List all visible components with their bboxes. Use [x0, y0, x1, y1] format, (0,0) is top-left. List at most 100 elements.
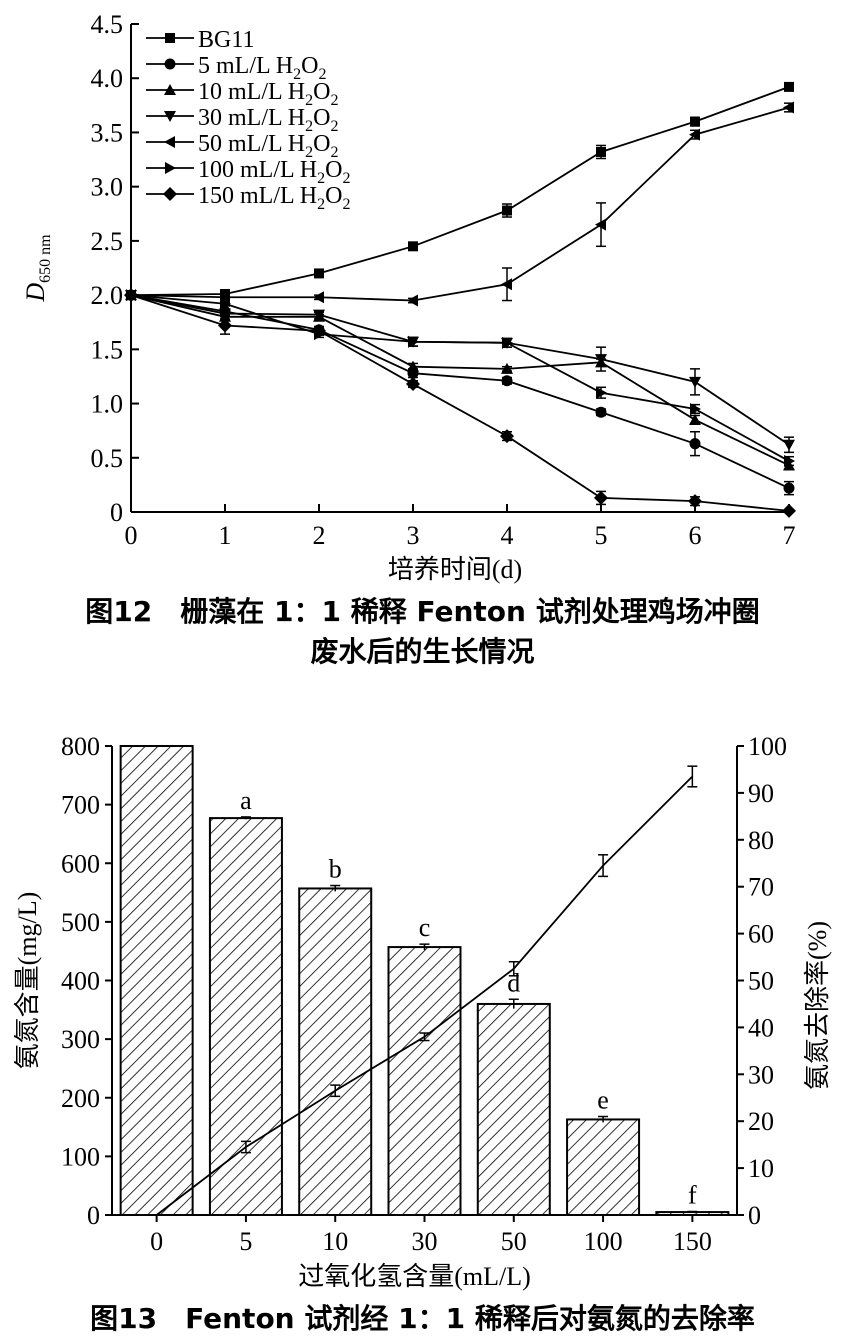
data-point: [218, 318, 232, 333]
data-point: [314, 268, 324, 279]
x-tick-label: 10: [322, 1227, 348, 1256]
x-axis-label: 培养时间(d): [388, 555, 522, 584]
x-tick-label: 30: [412, 1227, 438, 1256]
y2-tick-label: 100: [748, 732, 787, 761]
y-tick-label: 4.0: [91, 64, 124, 93]
bar: [208, 817, 283, 1216]
legend-label: BG11: [198, 27, 254, 53]
bar-significance-label: c: [419, 913, 431, 942]
data-point: [219, 291, 230, 304]
x-tick-label: 5: [239, 1227, 252, 1256]
data-point: [408, 241, 418, 252]
figure-12-caption-line1: 图12 栅藻在 1：1 稀释 Fenton 试剂处理鸡场冲圈: [85, 595, 760, 628]
data-point: [688, 494, 702, 509]
data-point: [596, 386, 607, 399]
data-point: [782, 503, 796, 518]
legend-label: 30 mL/L H2O2: [198, 105, 338, 135]
data-point: [595, 406, 607, 418]
data-point: [783, 101, 794, 114]
bar: [387, 946, 462, 1216]
x-tick-label: 3: [407, 521, 420, 550]
y-tick-label: 300: [61, 1025, 100, 1054]
y-tick-label: 2.5: [91, 227, 124, 256]
series-0: [126, 81, 794, 301]
data-point: [502, 336, 513, 349]
data-point: [406, 377, 420, 392]
y-tick-label: 0: [87, 1201, 100, 1230]
series-line: [130, 106, 790, 302]
series-line: [130, 294, 790, 467]
figure-13-caption: 图13 Fenton 试剂经 1：1 稀释后对氨氮的去除率: [90, 1302, 755, 1335]
bar-significance-label: a: [240, 786, 252, 815]
y-tick-label: 3.5: [91, 118, 124, 147]
data-point: [501, 375, 513, 387]
x-tick-label: 2: [313, 521, 326, 550]
x-tick-label: 50: [501, 1227, 527, 1256]
bar: [476, 1002, 551, 1217]
y2-tick-label: 40: [748, 1013, 774, 1042]
data-point: [784, 455, 795, 468]
y2-tick-label: 10: [748, 1154, 774, 1183]
y2-tick-label: 80: [748, 826, 774, 855]
y-tick-label: 600: [61, 849, 100, 878]
legend-marker: [164, 136, 175, 148]
y-tick-label: 500: [61, 908, 100, 937]
bar: [566, 1118, 641, 1217]
figure-12-caption-line2: 废水后的生长情况: [310, 635, 535, 668]
y-tick-label: 1.5: [91, 335, 124, 364]
y-tick-label: 0.5: [91, 444, 124, 473]
y-axis-label: 氨氮含量(mg/L): [13, 892, 42, 1070]
data-point: [501, 278, 512, 291]
x-tick-label: 5: [595, 521, 608, 550]
data-point: [596, 146, 606, 157]
y2-axis-label: 氨氮去除率(%): [803, 921, 832, 1090]
y2-tick-label: 70: [748, 873, 774, 902]
data-point: [502, 205, 512, 216]
legend-marker: [164, 58, 176, 70]
data-point: [500, 429, 514, 444]
y-tick-label: 0: [110, 498, 123, 527]
y-tick-label: 2.0: [91, 281, 124, 310]
data-point: [595, 218, 606, 231]
legend-label: 50 mL/L H2O2: [198, 131, 338, 161]
data-point: [690, 116, 700, 127]
data-point: [220, 297, 231, 310]
y2-tick-label: 0: [748, 1201, 761, 1230]
bar: [298, 887, 373, 1216]
legend-marker: [164, 111, 176, 122]
data-point: [689, 128, 700, 141]
bar-significance-label: e: [597, 1086, 609, 1115]
y2-tick-label: 90: [748, 779, 774, 808]
data-point: [594, 490, 608, 505]
growth-line-chart: 0 0.5 1.0 1.5 2.0 2.5 3.0 3.5 4.0 4.5 0 1 2 3 4 5 6 7 培养时间…: [21, 10, 796, 584]
data-point: [408, 335, 419, 348]
legend-marker: [165, 33, 175, 43]
y2-tick-label: 60: [748, 920, 774, 949]
y2-tick-label: 50: [748, 967, 774, 996]
y-tick-label: 200: [61, 1084, 100, 1113]
y-tick-label: 3.0: [91, 173, 124, 202]
data-point: [595, 354, 607, 366]
x-tick-label: 7: [783, 521, 796, 550]
data-point: [689, 438, 701, 450]
data-point: [783, 439, 795, 451]
y-tick-label: 800: [61, 732, 100, 761]
data-point: [689, 376, 701, 388]
y-axis-label: D650 nm: [21, 234, 54, 303]
y-tick-label: 4.5: [91, 10, 124, 39]
legend-marker: [164, 84, 176, 95]
bar: [119, 745, 194, 1216]
y-tick-label: 400: [61, 967, 100, 996]
series-line: [130, 294, 790, 512]
data-point: [313, 291, 324, 304]
y2-tick-label: 30: [748, 1060, 774, 1089]
legend-marker: [163, 187, 177, 201]
y-tick-label: 100: [61, 1142, 100, 1171]
data-point: [783, 482, 795, 494]
x-axis-label: 过氧化氢含量(mL/L): [298, 1262, 531, 1291]
data-point: [784, 81, 794, 92]
legend-label: 10 mL/L H2O2: [198, 79, 338, 109]
series-line: [130, 86, 790, 297]
data-point: [689, 413, 701, 425]
x-tick-label: 0: [150, 1227, 163, 1256]
